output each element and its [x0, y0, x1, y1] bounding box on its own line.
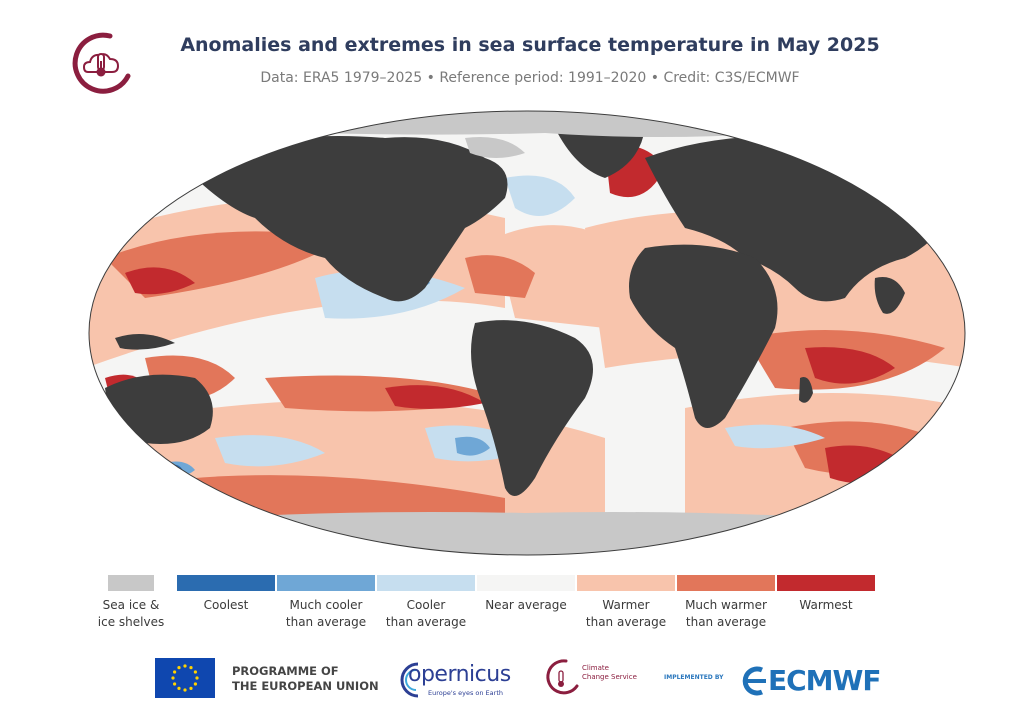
legend-swatch	[377, 575, 475, 591]
legend-swatch	[177, 575, 275, 591]
legend-swatch	[277, 575, 375, 591]
legend-item-coolest: Coolest	[177, 575, 275, 614]
antarctica-ice	[89, 512, 965, 555]
ecmwf-waves-icon	[742, 666, 766, 696]
legend-swatch	[477, 575, 575, 591]
header: Anomalies and extremes in sea surface te…	[0, 0, 1024, 100]
legend-item-warmest: Warmest	[777, 575, 875, 614]
implemented-by-label: IMPLEMENTED BY	[664, 674, 724, 681]
c3s-logo: Climate Change Service	[542, 656, 652, 702]
eu-programme-text: PROGRAMME OF THE EUROPEAN UNION	[232, 664, 379, 693]
legend-item-near-average: Near average	[477, 575, 575, 614]
legend-swatch	[108, 575, 154, 591]
copernicus-logo: opernicus Europe's eyes on Earth	[398, 656, 518, 702]
ecmwf-logo: ECMWF	[732, 660, 892, 700]
eu-flag-icon	[155, 658, 215, 698]
legend-swatch	[677, 575, 775, 591]
legend-item-cooler: Cooler than average	[377, 575, 475, 631]
land-australia	[105, 374, 213, 444]
land-maritime-continent	[115, 334, 175, 350]
c3s-logo-icon	[546, 659, 579, 695]
land-south-america	[471, 320, 593, 496]
footer-logos: PROGRAMME OF THE EUROPEAN UNION opernicus…	[0, 650, 1024, 710]
map-legend: Sea ice & ice shelves Coolest Much cooler…	[0, 575, 1024, 635]
world-sst-anomaly-map	[85, 108, 970, 558]
legend-item-much-warmer: Much warmer than average	[677, 575, 775, 631]
legend-item-much-cooler: Much cooler than average	[277, 575, 375, 631]
land-africa	[629, 244, 778, 428]
map-title: Anomalies and extremes in sea surface te…	[180, 34, 880, 56]
legend-swatch	[777, 575, 875, 591]
map-subtitle: Data: ERA5 1979–2025 • Reference period:…	[260, 70, 800, 86]
land-india	[874, 277, 905, 314]
legend-item-sea-ice: Sea ice & ice shelves	[82, 575, 180, 631]
arctic-sea-ice	[205, 111, 845, 137]
land-north-america	[185, 136, 508, 302]
c3s-thermometer-logo-icon	[70, 30, 134, 94]
land-madagascar	[799, 377, 813, 403]
copernicus-c-icon	[400, 662, 419, 698]
legend-item-warmer: Warmer than average	[577, 575, 675, 631]
legend-swatch	[577, 575, 675, 591]
